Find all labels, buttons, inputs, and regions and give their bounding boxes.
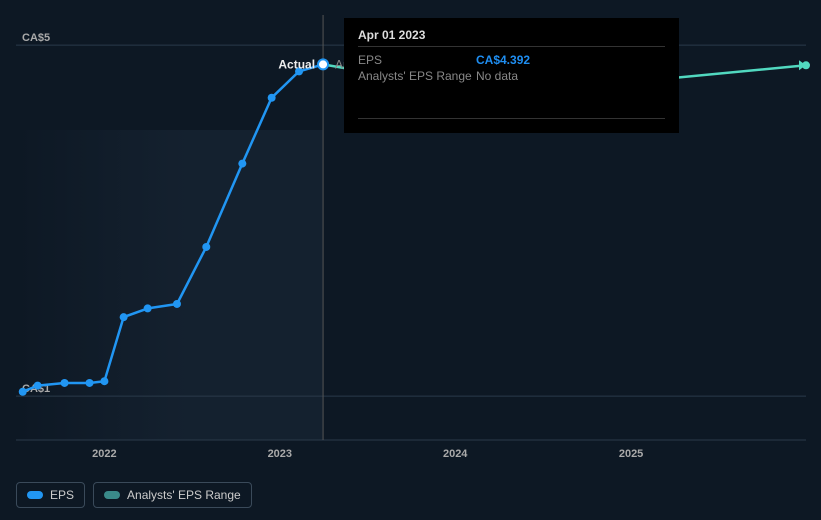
eps-chart: CA$1CA$52022202320242025ActualAnalysts F… (0, 0, 821, 520)
svg-text:CA$5: CA$5 (22, 32, 50, 44)
svg-text:2023: 2023 (268, 448, 292, 460)
legend-swatch (104, 491, 120, 499)
chart-legend: EPS Analysts' EPS Range (16, 482, 252, 508)
tooltip-row-eps: EPS CA$4.392 (358, 53, 665, 67)
tooltip-divider (358, 118, 665, 119)
svg-text:2024: 2024 (443, 448, 468, 460)
tooltip-value-range: No data (476, 69, 518, 83)
tooltip-value-eps: CA$4.392 (476, 53, 530, 67)
tooltip-divider (358, 46, 665, 47)
svg-text:2022: 2022 (92, 448, 116, 460)
legend-item-range[interactable]: Analysts' EPS Range (93, 482, 252, 508)
legend-label: EPS (50, 488, 74, 502)
tooltip-row-range: Analysts' EPS Range No data (358, 69, 665, 83)
legend-label: Analysts' EPS Range (127, 488, 241, 502)
svg-text:2025: 2025 (619, 448, 643, 460)
tooltip-label: EPS (358, 53, 476, 67)
tooltip-label: Analysts' EPS Range (358, 69, 476, 83)
svg-text:Actual: Actual (278, 57, 315, 71)
chart-tooltip: Apr 01 2023 EPS CA$4.392 Analysts' EPS R… (344, 18, 679, 133)
tooltip-date: Apr 01 2023 (358, 28, 665, 42)
legend-item-eps[interactable]: EPS (16, 482, 85, 508)
legend-swatch (27, 491, 43, 499)
